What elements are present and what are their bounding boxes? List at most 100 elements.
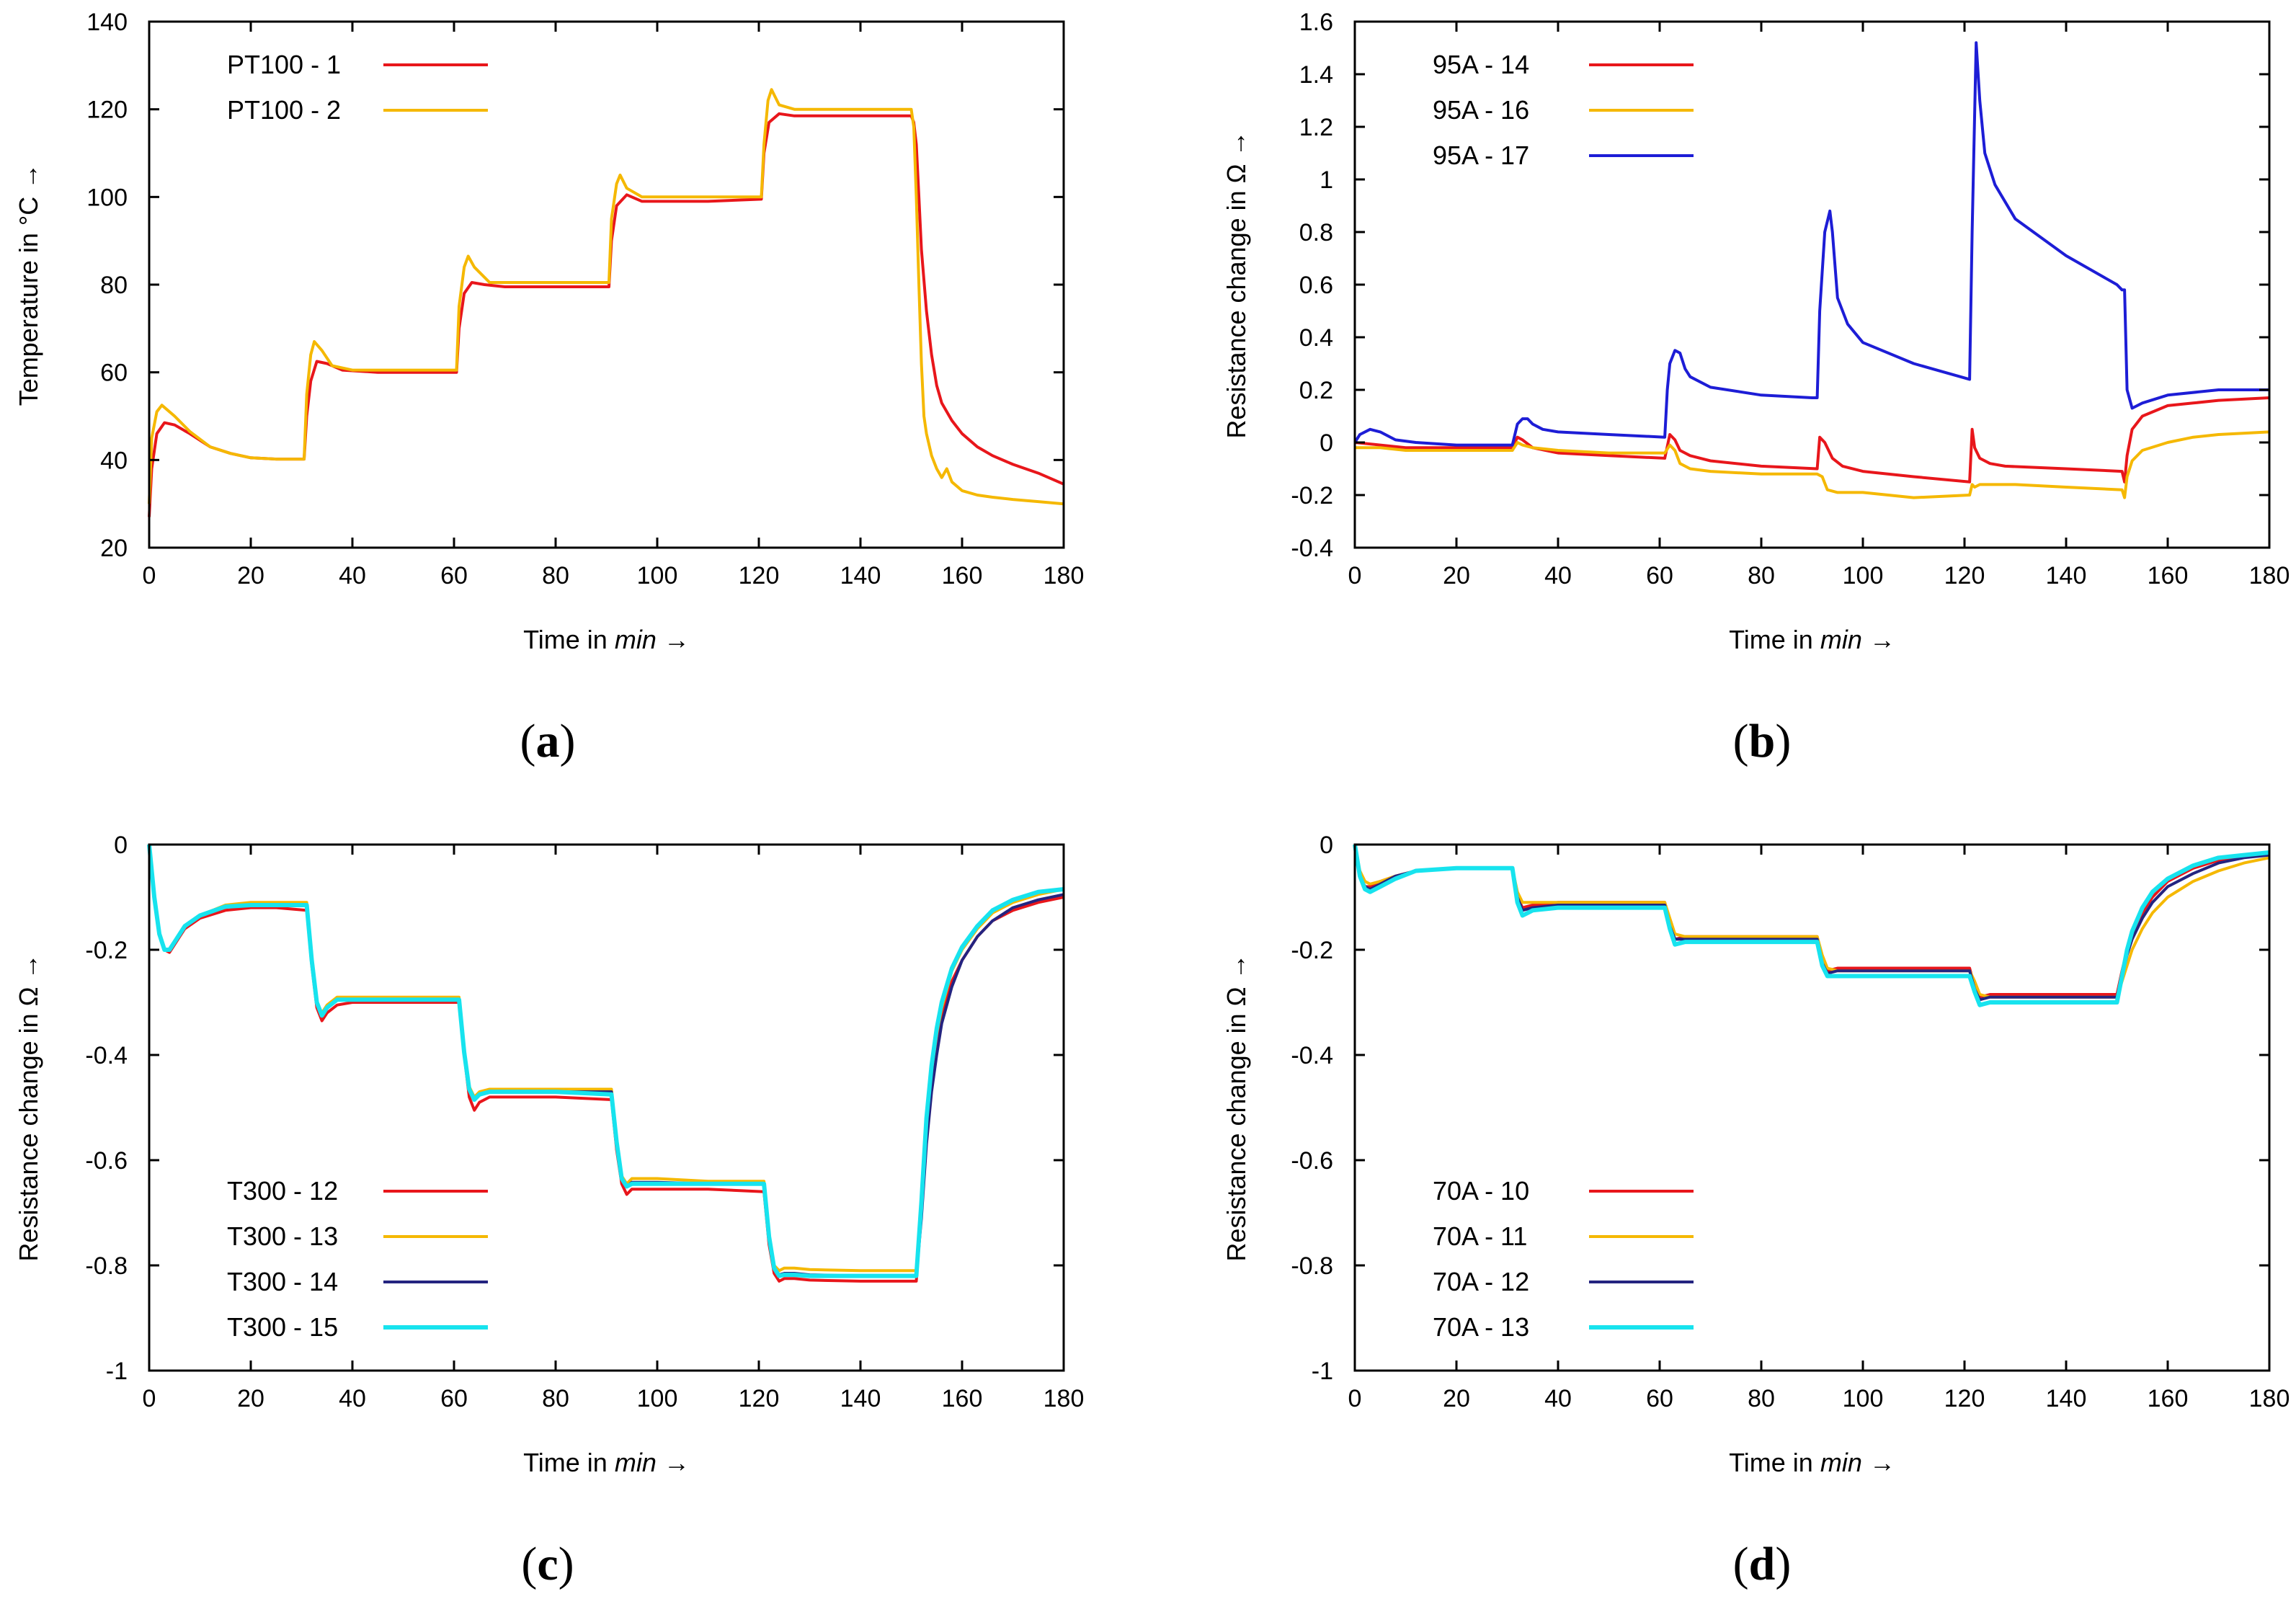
legend-label: 95A - 16 bbox=[1433, 95, 1529, 125]
x-tick-label: 100 bbox=[1843, 562, 1884, 589]
y-tick-label: 1.6 bbox=[1299, 9, 1333, 36]
x-tick-label: 20 bbox=[1443, 1385, 1470, 1412]
x-tick-label: 40 bbox=[1544, 562, 1572, 589]
x-axis-label: Time in min → bbox=[523, 1448, 690, 1477]
y-tick-label: 20 bbox=[100, 535, 128, 562]
x-tick-label: 100 bbox=[1843, 1385, 1884, 1412]
legend-label: PT100 - 1 bbox=[227, 50, 341, 79]
y-tick-label: 100 bbox=[86, 184, 128, 211]
x-tick-label: 60 bbox=[440, 1385, 468, 1412]
y-tick-label: 0 bbox=[114, 832, 128, 859]
y-tick-label: 1.2 bbox=[1299, 114, 1333, 141]
x-tick-label: 40 bbox=[1544, 1385, 1572, 1412]
x-tick-label: 0 bbox=[1348, 1385, 1362, 1412]
legend-label: T300 - 12 bbox=[227, 1176, 338, 1206]
x-tick-label: 40 bbox=[339, 1385, 366, 1412]
x-tick-label: 180 bbox=[1044, 562, 1085, 589]
y-tick-label: 140 bbox=[86, 9, 128, 36]
x-tick-label: 180 bbox=[2249, 562, 2290, 589]
x-tick-label: 140 bbox=[840, 562, 881, 589]
x-tick-label: 80 bbox=[1748, 1385, 1775, 1412]
x-tick-label: 160 bbox=[942, 1385, 983, 1412]
series-line-b-1 bbox=[1355, 430, 2270, 499]
panel-caption: (a) bbox=[520, 715, 576, 767]
legend-label: 95A - 17 bbox=[1433, 141, 1529, 170]
legend-label: 70A - 12 bbox=[1433, 1267, 1529, 1296]
x-tick-label: 20 bbox=[237, 1385, 264, 1412]
legend-label: 95A - 14 bbox=[1433, 50, 1529, 79]
chart-b: 0 20 40 60 80 100 120 140 160 180 -0.4 -0.2 0 0.2 0.4 0… bbox=[1222, 9, 2290, 767]
x-tick-label: 120 bbox=[739, 1385, 780, 1412]
x-tick-label: 0 bbox=[143, 1385, 156, 1412]
y-axis-label: Resistance change in Ω → bbox=[14, 953, 43, 1261]
x-tick-label: 40 bbox=[339, 562, 366, 589]
series-line-b-2 bbox=[1353, 41, 2269, 447]
y-tick-label: -0.8 bbox=[1291, 1252, 1333, 1280]
x-tick-label: 120 bbox=[1944, 562, 1985, 589]
y-axis-label: Resistance change in Ω → bbox=[1222, 130, 1251, 438]
chart-a: 0 20 40 60 80 100 120 140 160 180 20 40 60 80 100 120 14… bbox=[14, 9, 1084, 767]
legend-label: 70A - 13 bbox=[1433, 1312, 1529, 1342]
x-tick-label: 140 bbox=[840, 1385, 881, 1412]
legend-label: 70A - 10 bbox=[1433, 1176, 1529, 1206]
x-tick-label: 80 bbox=[1748, 562, 1775, 589]
series-line-a-1 bbox=[148, 88, 1064, 506]
plot-frame-d bbox=[1353, 843, 2271, 1372]
series-line-b-0 bbox=[1354, 396, 2270, 484]
legend-label: T300 - 14 bbox=[227, 1267, 338, 1296]
y-tick-label: 1.4 bbox=[1299, 61, 1333, 89]
panel-caption: (c) bbox=[521, 1538, 574, 1590]
y-tick-label: -1 bbox=[106, 1358, 128, 1385]
panel-caption: (b) bbox=[1733, 715, 1792, 767]
y-tick-label: 0.8 bbox=[1299, 219, 1333, 246]
x-axis-label: Time in min → bbox=[1729, 1448, 1895, 1477]
legend-label: T300 - 13 bbox=[227, 1221, 338, 1251]
chart-d: 0 20 40 60 80 100 120 140 160 180 -1 -0.8 -0.6 -0.4 -0… bbox=[1222, 832, 2290, 1590]
y-tick-label: 60 bbox=[100, 360, 128, 387]
legend-label: 70A - 11 bbox=[1433, 1221, 1527, 1251]
x-axis-label: Time in min → bbox=[523, 625, 690, 654]
x-tick-label: 60 bbox=[440, 562, 468, 589]
x-tick-label: 100 bbox=[637, 562, 678, 589]
y-tick-label: -0.2 bbox=[85, 937, 128, 964]
x-tick-label: 180 bbox=[1044, 1385, 1085, 1412]
y-tick-label: 0 bbox=[1320, 429, 1333, 457]
legend-label: T300 - 15 bbox=[227, 1312, 338, 1342]
y-tick-label: 0.2 bbox=[1299, 377, 1333, 404]
y-tick-label: 0.6 bbox=[1299, 272, 1333, 299]
x-axis-label: Time in min → bbox=[1729, 625, 1895, 654]
y-tick-label: -0.6 bbox=[1291, 1147, 1333, 1175]
x-tick-label: 60 bbox=[1646, 1385, 1673, 1412]
x-tick-label: 160 bbox=[2148, 562, 2189, 589]
series-line-a-0 bbox=[148, 112, 1064, 517]
y-tick-label: -0.2 bbox=[1291, 937, 1333, 964]
x-tick-label: 0 bbox=[143, 562, 156, 589]
y-tick-label: 120 bbox=[86, 97, 128, 124]
y-tick-label: 40 bbox=[100, 447, 128, 474]
x-tick-label: 20 bbox=[1443, 562, 1470, 589]
y-tick-label: 0 bbox=[1320, 832, 1333, 859]
x-tick-label: 0 bbox=[1348, 562, 1362, 589]
x-tick-label: 180 bbox=[2249, 1385, 2290, 1412]
y-tick-label: -1 bbox=[1312, 1358, 1333, 1385]
chart-c: 0 20 40 60 80 100 120 140 160 180 -1 -0.8 -0.6 -0.4 -0… bbox=[14, 832, 1084, 1590]
x-tick-label: 160 bbox=[942, 562, 983, 589]
y-axis-label: Temperature in °C → bbox=[14, 164, 43, 406]
y-tick-label: -0.4 bbox=[85, 1042, 128, 1069]
y-tick-label: -0.8 bbox=[85, 1252, 128, 1280]
y-tick-label: 0.4 bbox=[1299, 324, 1333, 352]
x-tick-label: 160 bbox=[2148, 1385, 2189, 1412]
plot-frame-c bbox=[148, 843, 1065, 1372]
y-tick-label: -0.2 bbox=[1291, 482, 1333, 509]
x-tick-label: 100 bbox=[637, 1385, 678, 1412]
y-tick-label: 1 bbox=[1320, 166, 1333, 194]
x-tick-label: 140 bbox=[2046, 562, 2087, 589]
y-axis-label: Resistance change in Ω → bbox=[1222, 953, 1251, 1261]
series-line-d-3 bbox=[1353, 844, 2270, 1007]
x-tick-label: 140 bbox=[2046, 1385, 2087, 1412]
x-tick-label: 60 bbox=[1646, 562, 1673, 589]
series-line-c-3 bbox=[147, 844, 1064, 1278]
y-tick-label: 80 bbox=[100, 272, 128, 299]
y-tick-label: -0.4 bbox=[1291, 1042, 1333, 1069]
